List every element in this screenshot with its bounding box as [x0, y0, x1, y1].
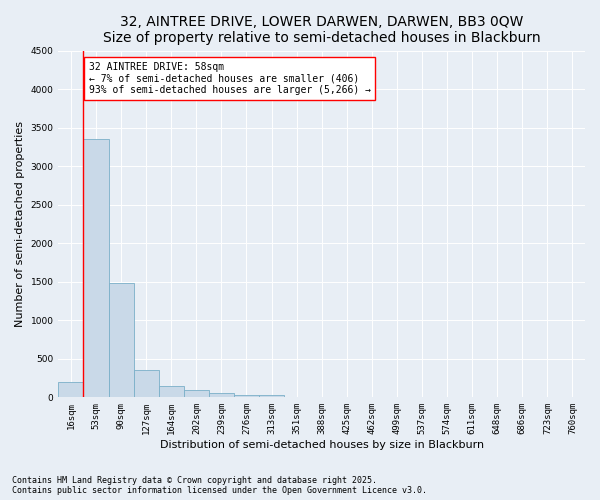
Bar — [109, 282, 134, 398]
Title: 32, AINTREE DRIVE, LOWER DARWEN, DARWEN, BB3 0QW
Size of property relative to se: 32, AINTREE DRIVE, LOWER DARWEN, DARWEN,… — [103, 15, 541, 45]
Bar — [234, 395, 259, 398]
Y-axis label: Number of semi-detached properties: Number of semi-detached properties — [15, 121, 25, 327]
Bar — [259, 396, 284, 398]
Bar — [58, 382, 83, 398]
Bar — [83, 139, 109, 398]
Bar — [184, 390, 209, 398]
Text: 32 AINTREE DRIVE: 58sqm
← 7% of semi-detached houses are smaller (406)
93% of se: 32 AINTREE DRIVE: 58sqm ← 7% of semi-det… — [89, 62, 371, 96]
Bar — [134, 370, 159, 398]
Bar — [209, 393, 234, 398]
X-axis label: Distribution of semi-detached houses by size in Blackburn: Distribution of semi-detached houses by … — [160, 440, 484, 450]
Bar — [159, 386, 184, 398]
Text: Contains HM Land Registry data © Crown copyright and database right 2025.
Contai: Contains HM Land Registry data © Crown c… — [12, 476, 427, 495]
